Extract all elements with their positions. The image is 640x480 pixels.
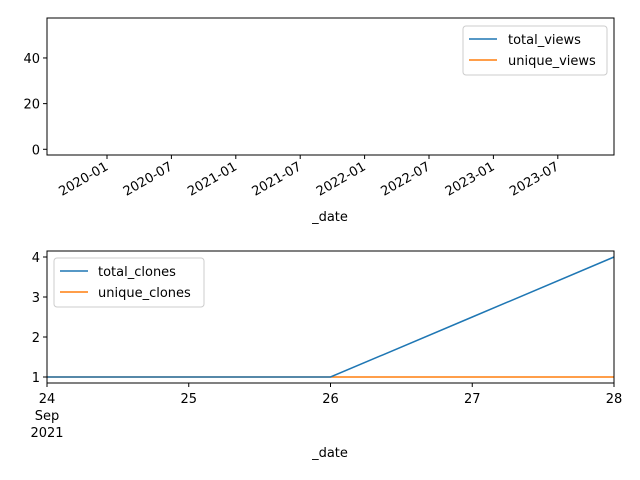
clones-y-tick-label: 2 bbox=[32, 331, 40, 346]
views-x-tick-label: 2022-01 bbox=[314, 159, 369, 199]
legend-label-total-clones: total_clones bbox=[98, 265, 176, 280]
clones-x-tick-label: 28 bbox=[606, 392, 623, 407]
clones-x-sublabel-year: 2021 bbox=[30, 426, 63, 441]
clones-x-sublabel-month: Sep bbox=[35, 409, 60, 424]
clones-y-tick-label: 1 bbox=[32, 371, 40, 386]
views-legend: total_views unique_views bbox=[462, 25, 608, 76]
clones-legend: total_clones unique_clones bbox=[53, 257, 205, 308]
series-line-total-clones bbox=[47, 256, 615, 378]
clones-x-tick-label: 27 bbox=[464, 392, 481, 407]
clones-x-ticks: 24 25 26 27 28 bbox=[39, 383, 623, 407]
clones-x-axis-label: _date bbox=[311, 446, 348, 461]
views-y-tick-label: 20 bbox=[23, 98, 40, 113]
clones-chart: 24 25 26 27 28 1 2 3 4 Sep 2021 _date total_clo… bbox=[30, 250, 623, 461]
views-y-tick-label: 0 bbox=[32, 143, 40, 158]
views-x-tick-label: 2022-07 bbox=[378, 159, 433, 199]
clones-y-tick-label: 4 bbox=[32, 251, 40, 266]
views-chart: 2020-01 2020-07 2021-01 2021-07 2022-01 2022-… bbox=[23, 17, 615, 225]
legend-label-total-views: total_views bbox=[508, 33, 581, 48]
views-x-tick-label: 2020-07 bbox=[121, 159, 176, 199]
views-x-tick-label: 2020-01 bbox=[56, 159, 111, 199]
views-x-axis-label: _date bbox=[311, 210, 348, 225]
views-x-tick-label: 2023-07 bbox=[507, 159, 562, 199]
clones-y-ticks: 1 2 3 4 bbox=[32, 251, 47, 386]
clones-y-tick-label: 3 bbox=[32, 291, 40, 306]
views-x-tick-label: 2021-01 bbox=[185, 159, 240, 199]
views-y-tick-label: 40 bbox=[23, 52, 40, 67]
views-y-ticks: 0 20 40 bbox=[23, 52, 47, 158]
views-legend-box bbox=[462, 25, 608, 76]
legend-label-unique-clones: unique_clones bbox=[98, 286, 191, 301]
views-x-tick-label: 2021-07 bbox=[250, 159, 305, 199]
views-x-tick-label: 2023-01 bbox=[443, 159, 498, 199]
clones-series-lines bbox=[47, 256, 615, 378]
views-x-ticks: 2020-01 2020-07 2021-01 2021-07 2022-01 2022-… bbox=[56, 155, 562, 200]
clones-legend-box bbox=[53, 257, 205, 308]
clones-x-tick-label: 24 bbox=[39, 392, 56, 407]
clones-x-tick-label: 26 bbox=[322, 392, 339, 407]
clones-x-tick-label: 25 bbox=[180, 392, 197, 407]
legend-label-unique-views: unique_views bbox=[508, 54, 596, 69]
